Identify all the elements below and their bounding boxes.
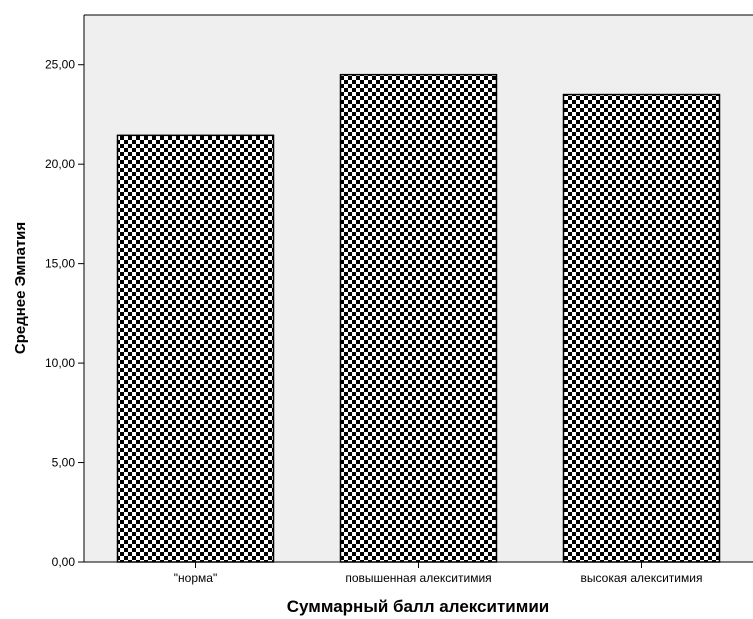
y-tick-label: 20,00 [45,157,75,171]
bar [116,134,275,563]
x-tick-label: повышенная алекситимия [345,571,491,585]
x-axis-title: Суммарный балл алекситимии [287,597,549,616]
y-tick-label: 5,00 [52,456,76,470]
y-axis-title: Среднее Эмпатия [12,222,29,354]
y-tick-label: 25,00 [45,58,75,72]
x-ticks: "норма" повышенная алекситимия высокая але… [174,562,703,585]
bars [116,73,721,563]
y-tick-label: 15,00 [45,257,75,271]
bar [339,73,498,563]
y-ticks: 0,00 5,00 10,00 15,00 20,00 25,00 [45,58,84,569]
y-tick-label: 10,00 [45,356,75,370]
y-tick-label: 0,00 [52,555,76,569]
x-tick-label: "норма" [174,571,217,585]
x-tick-label: высокая алекситимия [581,571,703,585]
bar [562,93,721,563]
